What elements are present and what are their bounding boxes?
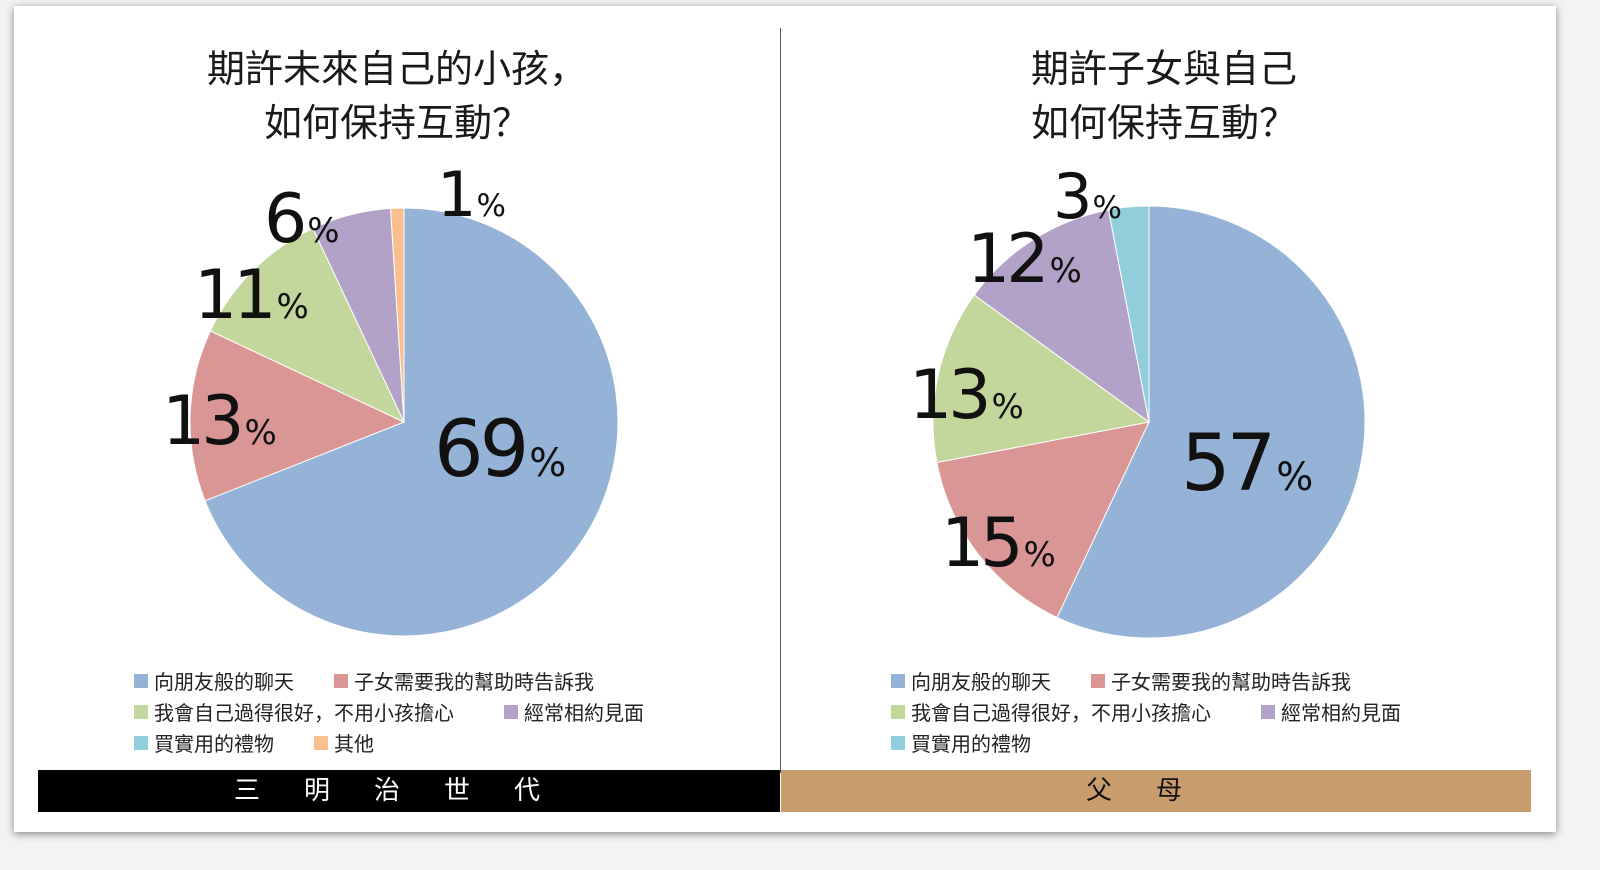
slice-value-label: 13%: [162, 382, 277, 461]
slice-value-label: 69%: [434, 405, 566, 495]
legend-label: 經常相約見面: [1281, 701, 1401, 725]
legend-item: 其他: [314, 728, 374, 757]
chart-panel-right: 期許子女與自己 如何保持互動？ 57% 15% 13% 12% 3% 向朋友般的聊天 子女…: [781, 6, 1547, 766]
legend-item: 子女需要我的幫助時告訴我: [1091, 666, 1351, 695]
legend-swatch: [891, 735, 905, 750]
legend-label: 經常相約見面: [524, 701, 644, 725]
slice-value-label: 13%: [909, 356, 1024, 435]
pie-chart-right: 57 % 15 % 13 % 12 %3%: [909, 160, 1366, 639]
chart-title-left: 期許未來自己的小孩， 如何保持互動？: [14, 42, 780, 150]
slice-value-label: 15%: [941, 504, 1056, 583]
pie-slice: [936, 421, 1150, 619]
legend-label: 其他: [334, 732, 374, 756]
panel-divider: [780, 28, 781, 773]
legend-swatch: [134, 735, 148, 750]
pie-slice: [973, 209, 1150, 424]
legend-label: 向朋友般的聊天: [911, 670, 1051, 694]
legend-swatch: [1261, 704, 1275, 719]
slice-value-label: 57%: [1181, 419, 1313, 509]
pie-slice: [1107, 205, 1150, 423]
legend-item: 子女需要我的幫助時告訴我: [334, 666, 594, 695]
legend-label: 子女需要我的幫助時告訴我: [1111, 670, 1351, 694]
pie-slice: [204, 207, 619, 637]
legend-swatch: [504, 704, 518, 719]
legend-label: 我會自己過得很好，不用小孩擔心: [154, 701, 454, 725]
legend-label: 子女需要我的幫助時告訴我: [354, 670, 594, 694]
slice-value-label: 12%: [967, 220, 1082, 299]
legend-swatch: [334, 673, 348, 688]
title-line-2: 如何保持互動？: [263, 101, 530, 145]
legend-item: 經常相約見面: [504, 697, 644, 726]
chart-title-right: 期許子女與自己 如何保持互動？: [781, 42, 1547, 150]
legend-swatch: [891, 704, 905, 719]
legend-item: 我會自己過得很好，不用小孩擔心: [134, 697, 454, 726]
legend-item: 買實用的禮物: [134, 728, 274, 757]
legend-label: 向朋友般的聊天: [154, 670, 294, 694]
slice-value-label: 3%: [1053, 160, 1122, 233]
pie-slice: [390, 207, 405, 423]
title-line-2: 如何保持互動？: [1030, 101, 1297, 145]
legend-item: 經常相約見面: [1261, 697, 1401, 726]
pie-slice: [209, 227, 406, 424]
figure-frame: 期許未來自己的小孩， 如何保持互動？ 69% 13% 11% 6% 1% 向朋友般的聊天…: [14, 6, 1556, 832]
pie-slice: [1056, 205, 1366, 639]
legend-swatch: [891, 673, 905, 688]
legend-swatch: [1091, 673, 1105, 688]
pie-chart-left: 69 % 13 % 11 %6% 1%: [162, 158, 619, 637]
title-line-1: 期許未來自己的小孩，: [206, 47, 587, 91]
chart-panel-left: 期許未來自己的小孩， 如何保持互動？ 69% 13% 11% 6% 1% 向朋友般的聊天…: [14, 6, 780, 766]
legend-swatch: [314, 735, 328, 750]
legend-label: 買實用的禮物: [154, 732, 274, 756]
legend-item: 向朋友般的聊天: [891, 666, 1051, 695]
slice-value-label: 11%: [194, 256, 309, 335]
pie-slice: [189, 330, 406, 502]
pie-slice: [932, 294, 1151, 464]
legend-swatch: [134, 673, 148, 688]
legend-swatch: [134, 704, 148, 719]
slice-value-label: 6%: [264, 180, 340, 259]
legend-item: 買實用的禮物: [891, 728, 1031, 757]
legend-item: 我會自己過得很好，不用小孩擔心: [891, 697, 1211, 726]
footer-label-right: 父母: [781, 770, 1531, 812]
footer-label-left: 三明治世代: [38, 770, 780, 812]
legend-item: 向朋友般的聊天: [134, 666, 294, 695]
legend-label: 買實用的禮物: [911, 732, 1031, 756]
slice-value-label: 1%: [437, 158, 506, 231]
title-line-1: 期許子女與自己: [1030, 47, 1297, 91]
legend-label: 我會自己過得很好，不用小孩擔心: [911, 701, 1211, 725]
